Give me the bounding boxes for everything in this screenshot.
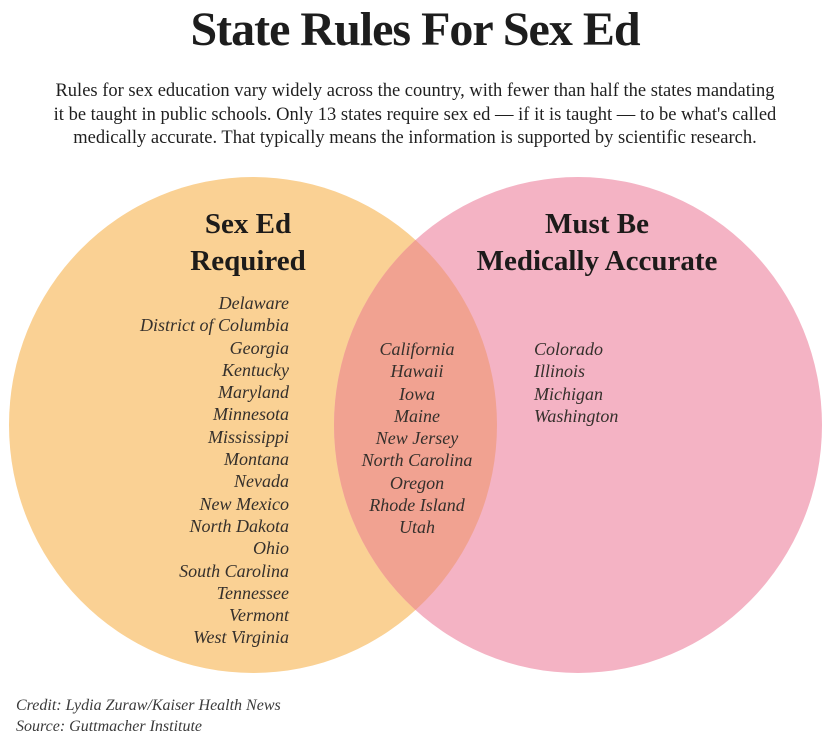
state-item: Washington bbox=[534, 405, 619, 426]
state-item: Montana bbox=[224, 449, 289, 470]
page-title: State Rules For Sex Ed bbox=[190, 3, 640, 56]
state-item: Ohio bbox=[253, 538, 289, 559]
source-line: Source: Guttmacher Institute bbox=[16, 718, 203, 735]
state-item: Illinois bbox=[534, 361, 586, 382]
subtitle-line: Rules for sex education vary widely acro… bbox=[55, 81, 775, 101]
right-heading-line: Medically Accurate bbox=[476, 245, 718, 277]
state-item: District of Columbia bbox=[139, 315, 289, 336]
state-item: Michigan bbox=[534, 383, 603, 404]
left-heading-line: Sex Ed bbox=[204, 208, 292, 240]
overlap-region bbox=[334, 177, 497, 673]
state-item: Hawaii bbox=[390, 361, 444, 382]
state-item: Utah bbox=[399, 517, 435, 538]
state-item: Maryland bbox=[218, 382, 289, 403]
credit-line: Credit: Lydia Zuraw/Kaiser Health News bbox=[16, 697, 281, 714]
state-item: Colorado bbox=[534, 339, 604, 359]
left-heading-line: Required bbox=[190, 245, 306, 277]
state-item: Delaware bbox=[218, 293, 289, 313]
left-circle-heading: Sex Ed Required bbox=[98, 206, 398, 280]
state-item: North Dakota bbox=[189, 515, 289, 536]
state-item: Mississippi bbox=[207, 426, 289, 447]
subtitle: Rules for sex education vary widely acro… bbox=[0, 80, 830, 151]
right-circle-heading: Must Be Medically Accurate bbox=[427, 206, 767, 280]
overlap-states-list: California Hawaii Iowa Maine New Jersey North… bbox=[332, 338, 502, 539]
state-item: Oregon bbox=[389, 472, 445, 493]
subtitle-line: it be taught in public schools. Only 13 … bbox=[53, 104, 777, 125]
right-states-list: Colorado Illinois Michigan Washington bbox=[534, 338, 754, 427]
state-item: Georgia bbox=[229, 337, 289, 358]
state-item: Minnesota bbox=[213, 404, 289, 425]
state-item: North Carolina bbox=[361, 450, 473, 471]
left-states-list: Delaware District of Columbia Georgia Kentu… bbox=[0, 292, 289, 649]
state-item: Nevada bbox=[234, 471, 289, 492]
state-item: Rhode Island bbox=[369, 495, 465, 516]
state-item: Iowa bbox=[399, 383, 435, 404]
state-item: California bbox=[379, 339, 455, 359]
state-item: Vermont bbox=[229, 605, 289, 626]
state-item: Maine bbox=[394, 405, 440, 426]
state-item: Kentucky bbox=[222, 359, 289, 380]
state-item: Tennessee bbox=[216, 582, 289, 603]
state-item: New Mexico bbox=[199, 493, 289, 514]
right-heading-line: Must Be bbox=[545, 208, 649, 240]
state-item: South Carolina bbox=[179, 560, 289, 581]
subtitle-line: medically accurate. That typically means… bbox=[73, 128, 757, 148]
state-item: West Virginia bbox=[193, 627, 289, 648]
state-item: New Jersey bbox=[375, 428, 459, 449]
credits-block: Credit: Lydia Zuraw/Kaiser Health News S… bbox=[16, 695, 281, 737]
